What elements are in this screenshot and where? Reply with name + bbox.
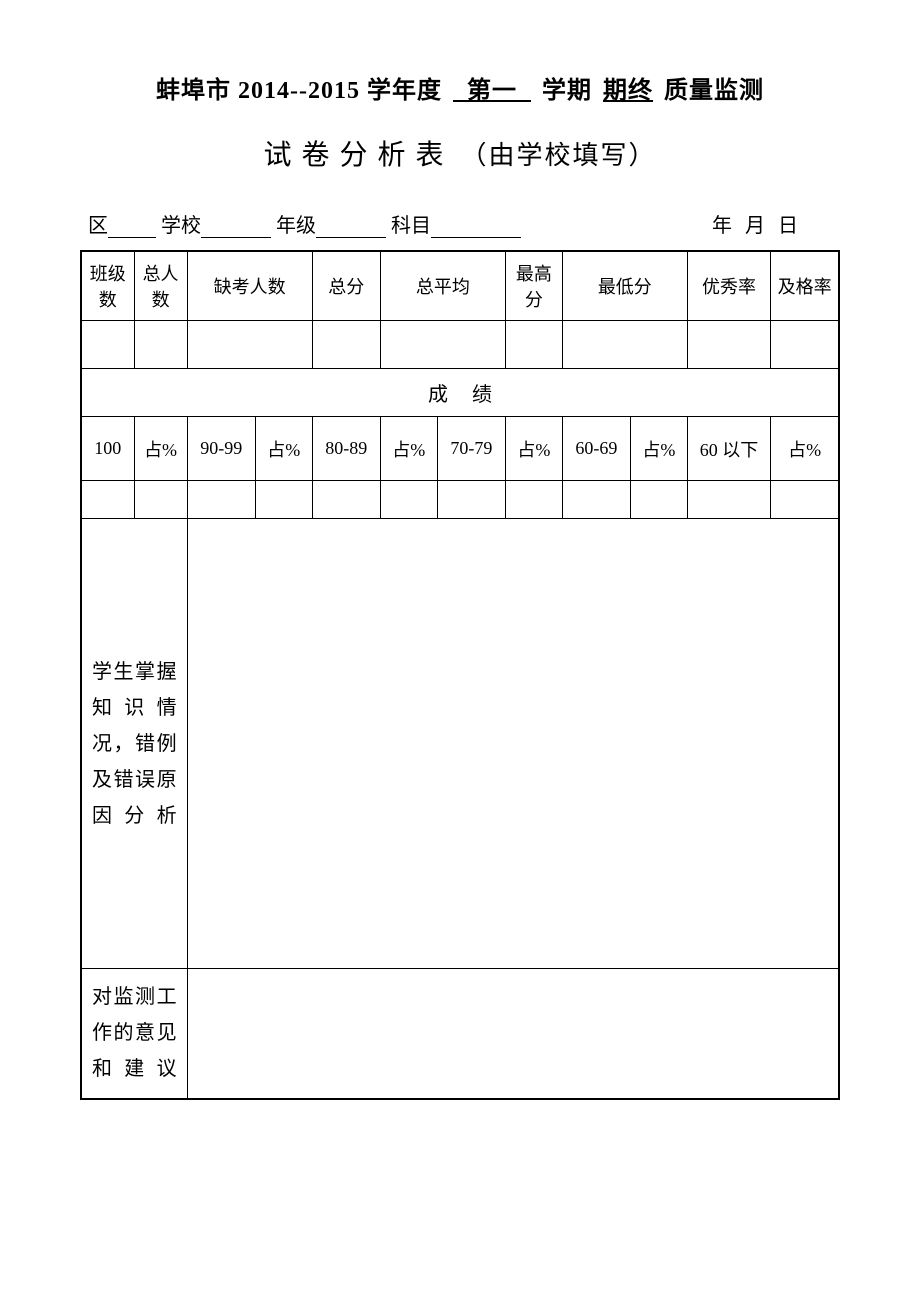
data-row-1 [81, 321, 839, 369]
value-absent[interactable] [187, 321, 312, 369]
title-mid1: 学期 [542, 78, 592, 104]
title-sub: （由学校填写） [461, 141, 657, 170]
val-80-89-pct[interactable] [380, 481, 437, 519]
section-scores: 成绩 [81, 369, 839, 417]
subject-blank[interactable] [431, 218, 521, 238]
document-title-line-1: 蚌埠市 2014--2015 学年度 第一 学期 期终 质量监测 [80, 70, 840, 105]
value-class-count[interactable] [81, 321, 134, 369]
subject-label: 科目 [391, 215, 431, 237]
district-blank[interactable] [108, 218, 156, 238]
header-excellent-rate: 优秀率 [687, 251, 770, 321]
val-below-60[interactable] [687, 481, 770, 519]
value-pass-rate[interactable] [771, 321, 839, 369]
value-total-people[interactable] [134, 321, 187, 369]
analysis-row: 学生掌握知识情况，错例及错误原因分析 [81, 519, 839, 969]
header-class-count: 班级数 [81, 251, 134, 321]
range-90-99: 90-99 [187, 417, 255, 481]
range-70-79: 70-79 [437, 417, 505, 481]
val-60-69[interactable] [562, 481, 630, 519]
range-100: 100 [81, 417, 134, 481]
date-month: 月 [745, 215, 769, 237]
pct-label-5: 占% [631, 417, 688, 481]
pct-label-1: 占% [134, 417, 187, 481]
val-60-69-pct[interactable] [631, 481, 688, 519]
section-title-row: 成绩 [81, 369, 839, 417]
range-60-69: 60-69 [562, 417, 630, 481]
pct-label-6: 占% [771, 417, 839, 481]
val-100-pct[interactable] [134, 481, 187, 519]
header-row-1: 班级数 总人数 缺考人数 总分 总平均 最高分 最低分 优秀率 及格率 [81, 251, 839, 321]
grade-label: 年级 [276, 215, 316, 237]
value-max[interactable] [505, 321, 562, 369]
analysis-table: 班级数 总人数 缺考人数 总分 总平均 最高分 最低分 优秀率 及格率 成绩 1… [80, 250, 840, 1100]
analysis-label: 学生掌握知识情况，错例及错误原因分析 [81, 519, 187, 969]
pct-label-4: 占% [505, 417, 562, 481]
pct-label-2: 占% [255, 417, 312, 481]
header-max: 最高分 [505, 251, 562, 321]
header-min: 最低分 [562, 251, 687, 321]
header-absent: 缺考人数 [187, 251, 312, 321]
analysis-content[interactable] [187, 519, 839, 969]
val-below-60-pct[interactable] [771, 481, 839, 519]
value-avg[interactable] [380, 321, 505, 369]
title-prefix: 蚌埠市 2014--2015 学年度 [156, 78, 442, 104]
suggestion-row: 对监测工作的意见和建议 [81, 969, 839, 1099]
grade-blank[interactable] [316, 218, 386, 238]
document-title-line-2: 试卷分析表 （由学校填写） [80, 133, 840, 173]
header-total-score: 总分 [312, 251, 380, 321]
val-80-89[interactable] [312, 481, 380, 519]
title-exam: 期终 [599, 78, 657, 104]
val-90-99[interactable] [187, 481, 255, 519]
header-pass-rate: 及格率 [771, 251, 839, 321]
val-70-79[interactable] [437, 481, 505, 519]
score-data-row [81, 481, 839, 519]
header-avg: 总平均 [380, 251, 505, 321]
title-main: 试卷分析表 [263, 140, 453, 171]
val-100[interactable] [81, 481, 134, 519]
range-below-60: 60 以下 [687, 417, 770, 481]
date-year: 年 [712, 215, 736, 237]
range-80-89: 80-89 [312, 417, 380, 481]
value-total-score[interactable] [312, 321, 380, 369]
value-min[interactable] [562, 321, 687, 369]
header-total-people: 总人数 [134, 251, 187, 321]
info-left: 区 学校 年级 科目 [88, 209, 521, 238]
district-label: 区 [88, 215, 108, 237]
title-semester: 第一 [449, 78, 535, 104]
value-excellent-rate[interactable] [687, 321, 770, 369]
title-suffix: 质量监测 [664, 78, 764, 104]
score-range-row: 100 占% 90-99 占% 80-89 占% 70-79 占% 60-69 … [81, 417, 839, 481]
info-right: 年 月 日 [712, 209, 832, 238]
suggestion-label: 对监测工作的意见和建议 [81, 969, 187, 1099]
suggestion-content[interactable] [187, 969, 839, 1099]
date-day: 日 [778, 215, 802, 237]
school-label: 学校 [161, 215, 201, 237]
val-90-99-pct[interactable] [255, 481, 312, 519]
info-line: 区 学校 年级 科目 年 月 日 [80, 209, 840, 250]
pct-label-3: 占% [380, 417, 437, 481]
val-70-79-pct[interactable] [505, 481, 562, 519]
school-blank[interactable] [201, 218, 271, 238]
